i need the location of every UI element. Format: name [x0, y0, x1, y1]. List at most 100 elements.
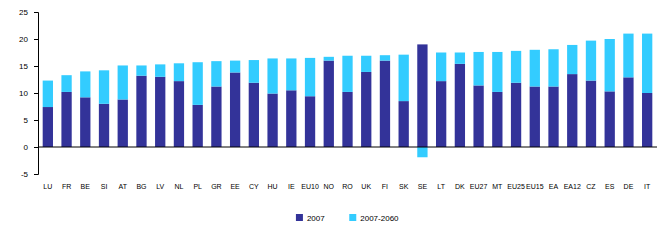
x-tick: FI [382, 183, 388, 190]
bar [267, 58, 277, 93]
bar [99, 70, 109, 103]
x-tick: IT [644, 183, 651, 190]
x-tick-label: SI [101, 183, 108, 190]
y-tick-label: 5 [24, 116, 29, 125]
bar [305, 58, 315, 96]
plot: -50510152025LUFRBESIATBGLVNLPLGREECYHUIE… [19, 8, 657, 190]
bar [174, 63, 184, 81]
x-tick: EU10 [301, 183, 319, 190]
x-tick: CZ [586, 183, 596, 190]
bar [548, 87, 558, 147]
legend-label: 2007 [307, 214, 325, 223]
bar [361, 56, 371, 72]
x-tick-label: HU [268, 183, 278, 190]
bar [61, 92, 71, 147]
bar [417, 147, 427, 157]
bar [642, 93, 652, 147]
bar [80, 71, 90, 97]
bar [623, 77, 633, 147]
bar [230, 72, 240, 147]
x-tick: UK [361, 183, 371, 190]
x-tick: EE [230, 183, 240, 190]
bar [455, 53, 465, 64]
bar [530, 50, 540, 87]
x-tick: DE [624, 183, 634, 190]
x-tick: RO [342, 183, 353, 190]
bar [286, 90, 296, 147]
x-tick: SI [101, 183, 108, 190]
bar [43, 81, 53, 107]
bar [455, 64, 465, 147]
x-tick-label: DE [624, 183, 634, 190]
x-tick: CY [249, 183, 259, 190]
x-tick: EA [549, 183, 559, 190]
x-tick-label: LV [156, 183, 164, 190]
legend-item: 2007-2060 [349, 214, 399, 223]
y-axis: -50510152025 [19, 8, 38, 179]
bar [324, 61, 334, 147]
y-tick: -5 [21, 170, 38, 179]
x-tick-label: UK [361, 183, 371, 190]
bar [193, 105, 203, 147]
bar [174, 81, 184, 147]
y-tick-label: 10 [19, 89, 28, 98]
series [43, 34, 653, 158]
legend-label: 2007-2060 [360, 214, 399, 223]
x-tick-label: EA [549, 183, 559, 190]
y-tick-mark [34, 147, 38, 148]
legend: 2007 2007-2060 [296, 214, 399, 223]
x-tick: DK [455, 183, 465, 190]
y-tick-mark [34, 39, 38, 40]
x-tick-label: EU25 [507, 183, 525, 190]
x-tick: LU [43, 183, 52, 190]
bar [586, 81, 596, 147]
bar [267, 94, 277, 147]
x-tick: PL [193, 183, 202, 190]
x-tick: SK [399, 183, 409, 190]
bar [492, 52, 502, 92]
bar [211, 87, 221, 147]
x-tick: AT [119, 183, 128, 190]
bar [211, 61, 221, 86]
x-tick-label: CZ [586, 183, 596, 190]
bar [136, 65, 146, 75]
x-axis: LUFRBESIATBGLVNLPLGREECYHUIEEU10NOROUKFI… [43, 183, 651, 190]
x-tick-label: EU15 [526, 183, 544, 190]
y-tick: 5 [24, 116, 38, 125]
bar [230, 61, 240, 73]
y-tick-mark [34, 120, 38, 121]
x-tick-label: NO [324, 183, 335, 190]
y-tick: 10 [19, 89, 38, 98]
x-tick: NO [324, 183, 335, 190]
bar [399, 55, 409, 101]
bar [324, 57, 334, 61]
bar [380, 55, 390, 60]
x-tick-label: SE [418, 183, 428, 190]
x-tick: EA12 [564, 183, 581, 190]
x-tick-label: RO [342, 183, 353, 190]
x-tick: BG [136, 183, 146, 190]
x-tick-label: PL [193, 183, 202, 190]
bar [511, 51, 521, 83]
x-tick: FR [62, 183, 71, 190]
y-tick-label: -5 [21, 170, 29, 179]
bar [43, 107, 53, 147]
series [43, 44, 653, 147]
bar [61, 75, 71, 92]
x-tick-label: FR [62, 183, 71, 190]
legend-swatch [349, 214, 356, 221]
bar [399, 101, 409, 147]
bar [155, 77, 165, 147]
bar [511, 83, 521, 147]
x-tick-label: AT [119, 183, 128, 190]
bar [548, 49, 558, 86]
x-tick: LT [437, 183, 445, 190]
x-tick: ES [605, 183, 615, 190]
x-tick-label: MT [492, 183, 503, 190]
x-tick-label: BG [136, 183, 146, 190]
x-tick: LV [156, 183, 164, 190]
y-tick: 25 [19, 8, 38, 17]
x-tick-label: NL [174, 183, 183, 190]
y-tick-label: 0 [24, 143, 29, 152]
x-tick: EU27 [470, 183, 488, 190]
